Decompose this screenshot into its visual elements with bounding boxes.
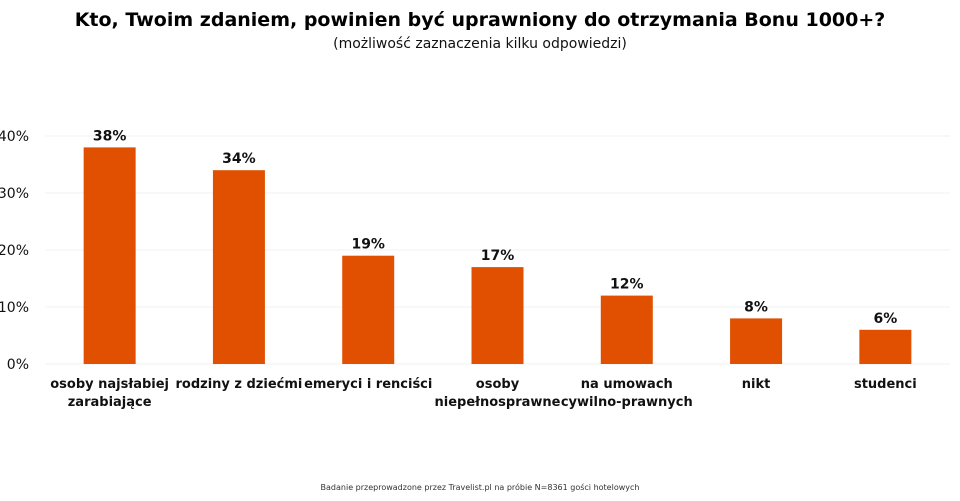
value-label: 19%: [351, 237, 385, 253]
chart-subtitle: (możliwość zaznaczenia kilku odpowiedzi): [333, 36, 627, 52]
chart-title: Kto, Twoim zdaniem, powinien być uprawni…: [74, 9, 886, 31]
value-labels: 38% 34% 19% 17% 12% 8% 6%: [93, 128, 897, 326]
value-label: 34%: [222, 151, 256, 167]
x-axis: osoby najsłabiej zarabiające rodziny z dzi…: [50, 377, 916, 410]
x-category-label: na umowach cywilno-prawnych: [561, 377, 693, 410]
value-label: 17%: [481, 248, 515, 264]
bar: [730, 318, 783, 364]
bar: [212, 170, 265, 364]
value-label: 8%: [744, 299, 768, 315]
footnote: Badanie przeprowadzone przez Travelist.p…: [320, 483, 640, 492]
x-category-label: studenci: [854, 377, 917, 392]
y-tick-label: 30%: [0, 186, 29, 202]
y-axis: 0% 10% 20% 30% 40%: [0, 129, 29, 373]
bar: [342, 255, 395, 364]
y-tick-label: 20%: [0, 243, 29, 259]
x-category-label: osoby najsłabiej zarabiające: [50, 377, 169, 410]
value-label: 12%: [610, 277, 644, 293]
bar: [83, 147, 136, 364]
x-category-label: nikt: [742, 377, 771, 392]
value-label: 6%: [873, 311, 897, 327]
x-category-label: rodziny z dziećmi: [175, 377, 302, 392]
bar: [600, 295, 653, 364]
y-tick-label: 0%: [7, 357, 29, 373]
value-label: 38%: [93, 128, 127, 144]
bar: [859, 329, 912, 364]
y-tick-label: 40%: [0, 129, 29, 145]
bar: [471, 267, 524, 364]
x-category-label: osoby niepełnosprawne: [435, 377, 561, 410]
x-category-label: emeryci i renciści: [304, 377, 432, 392]
bars: [83, 147, 912, 364]
y-tick-label: 10%: [0, 300, 29, 316]
